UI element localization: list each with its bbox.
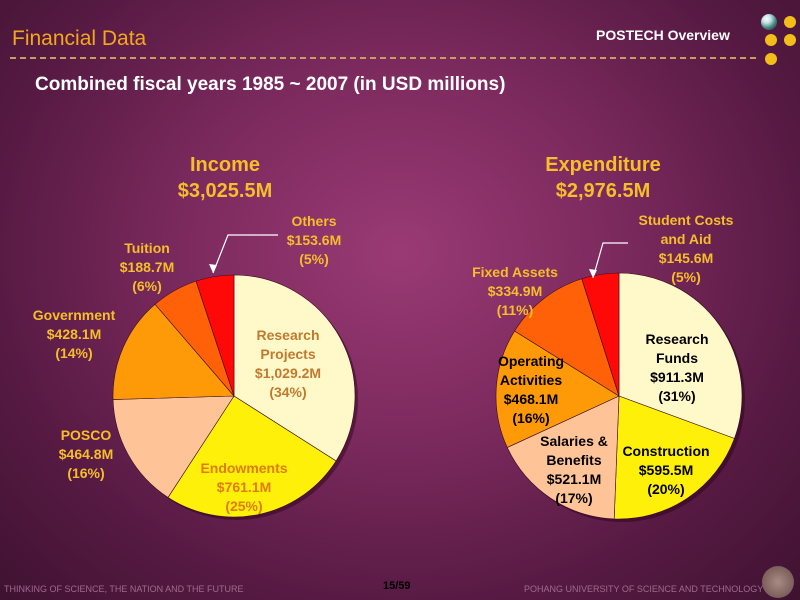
label-percent: (34%) — [269, 384, 306, 400]
data-label-others: Others $153.6M (5%) — [287, 213, 341, 267]
pie-slice-others — [195, 274, 235, 397]
label-name: POSCO — [61, 427, 112, 443]
footer-university: POHANG UNIVERSITY OF SCIENCE AND TECHNOL… — [524, 584, 764, 594]
label-name: Construction — [622, 443, 709, 459]
expenditure-pie: Research Funds $911.3M (31%) Construction $59… — [472, 212, 745, 522]
label-amount: $145.6M — [659, 250, 713, 266]
section-label: POSTECH Overview — [596, 27, 730, 43]
label-percent: (5%) — [671, 269, 701, 285]
pie-slice-student-costs-and-aid — [581, 272, 620, 397]
data-label-research-funds: Research Funds $911.3M (31%) — [645, 331, 708, 404]
expenditure-chart-title: Expenditure $2,976.5M — [503, 152, 703, 204]
label-percent: (6%) — [132, 278, 162, 294]
data-label-posco: POSCO $464.8M (16%) — [59, 427, 113, 481]
data-label-government: Government $428.1M (14%) — [33, 307, 116, 361]
data-label-fixed-assets: Fixed Assets $334.9M (11%) — [472, 264, 558, 318]
pie-slice-operating-activities — [495, 330, 620, 448]
data-label-student-costs-and-aid: Student Costs and Aid $145.6M (5%) — [639, 212, 734, 285]
expenditure-total: $2,976.5M — [555, 180, 651, 202]
logo-dot — [765, 34, 777, 46]
pie-slice-endowments — [167, 395, 337, 518]
income-title: Income — [189, 154, 261, 176]
label-percent: (17%) — [555, 490, 592, 506]
slide-title: Financial Data — [12, 27, 147, 50]
leader-line — [592, 242, 628, 279]
label-amount: $521.1M — [547, 471, 601, 487]
label-percent: (16%) — [512, 410, 549, 426]
income-chart-title: Income $3,025.5M — [125, 152, 325, 204]
slide-subtitle: Combined fiscal years 1985 ~ 2007 (in US… — [35, 74, 506, 95]
pie-slice-government — [112, 303, 235, 400]
leader-arrow-icon — [209, 264, 217, 273]
label-name: and Aid — [661, 231, 712, 247]
label-name: Projects — [260, 346, 315, 362]
label-amount: $1,029.2M — [255, 365, 321, 381]
leader-arrow-icon — [589, 269, 597, 278]
pie-slice-research-projects — [233, 274, 356, 462]
label-amount: $761.1M — [217, 479, 271, 495]
pie-slice-posco — [112, 395, 235, 498]
label-name: Research — [645, 331, 708, 347]
pie-slice-research-funds — [618, 272, 743, 439]
label-amount: $428.1M — [47, 326, 101, 342]
data-label-salaries-and-benefits: Salaries & Benefits $521.1M (17%) — [540, 433, 608, 506]
label-name: Funds — [656, 350, 698, 366]
label-percent: (31%) — [658, 388, 695, 404]
title-divider — [10, 57, 756, 59]
label-name: Research — [256, 327, 319, 343]
pie-slice-construction — [613, 395, 735, 520]
university-seal-icon — [762, 566, 794, 598]
label-name: Fixed Assets — [472, 264, 558, 280]
logo-dot — [784, 34, 796, 46]
logo-dot — [765, 53, 777, 65]
label-name: Benefits — [546, 452, 601, 468]
label-name: Student Costs — [639, 212, 734, 228]
label-name: Endowments — [200, 460, 287, 476]
data-label-research-projects: Research Projects $1,029.2M (34%) — [255, 327, 321, 400]
leader-line — [212, 234, 278, 274]
pie-slice-fixed-assets — [514, 278, 620, 397]
label-name: Salaries & — [540, 433, 608, 449]
label-percent: (14%) — [55, 345, 92, 361]
label-name: Activities — [500, 372, 562, 388]
label-name: Government — [33, 307, 116, 323]
label-amount: $334.9M — [488, 283, 542, 299]
label-percent: (25%) — [225, 498, 262, 514]
label-percent: (20%) — [647, 481, 684, 497]
label-percent: (11%) — [497, 302, 534, 318]
yellow-dots-logo — [760, 13, 800, 69]
pie-slice-salaries-and-benefits — [506, 395, 620, 520]
income-total: $3,025.5M — [177, 180, 273, 202]
page-number: 15/59 — [383, 580, 411, 592]
label-amount: $464.8M — [59, 446, 113, 462]
label-amount: $468.1M — [504, 391, 558, 407]
label-amount: $188.7M — [120, 259, 174, 275]
data-label-construction: Construction $595.5M (20%) — [622, 443, 709, 497]
data-label-operating-activities: Operating Activities $468.1M (16%) — [498, 353, 564, 426]
label-amount: $153.6M — [287, 232, 341, 248]
label-percent: (5%) — [299, 251, 329, 267]
label-amount: $595.5M — [639, 462, 693, 478]
footer-tagline: THINKING OF SCIENCE, THE NATION AND THE … — [4, 584, 244, 594]
globe-sphere-icon — [761, 14, 777, 30]
label-percent: (16%) — [67, 465, 104, 481]
label-name: Tuition — [124, 240, 170, 256]
logo-dot — [784, 16, 796, 28]
label-amount: $911.3M — [650, 369, 704, 385]
data-label-tuition: Tuition $188.7M (6%) — [120, 240, 174, 294]
label-name: Operating — [498, 353, 564, 369]
income-pie: Research Projects $1,029.2M (34%) Endowments… — [33, 213, 358, 520]
label-name: Others — [291, 213, 336, 229]
data-label-endowments: Endowments $761.1M (25%) — [200, 460, 287, 514]
expenditure-title: Expenditure — [545, 154, 661, 176]
